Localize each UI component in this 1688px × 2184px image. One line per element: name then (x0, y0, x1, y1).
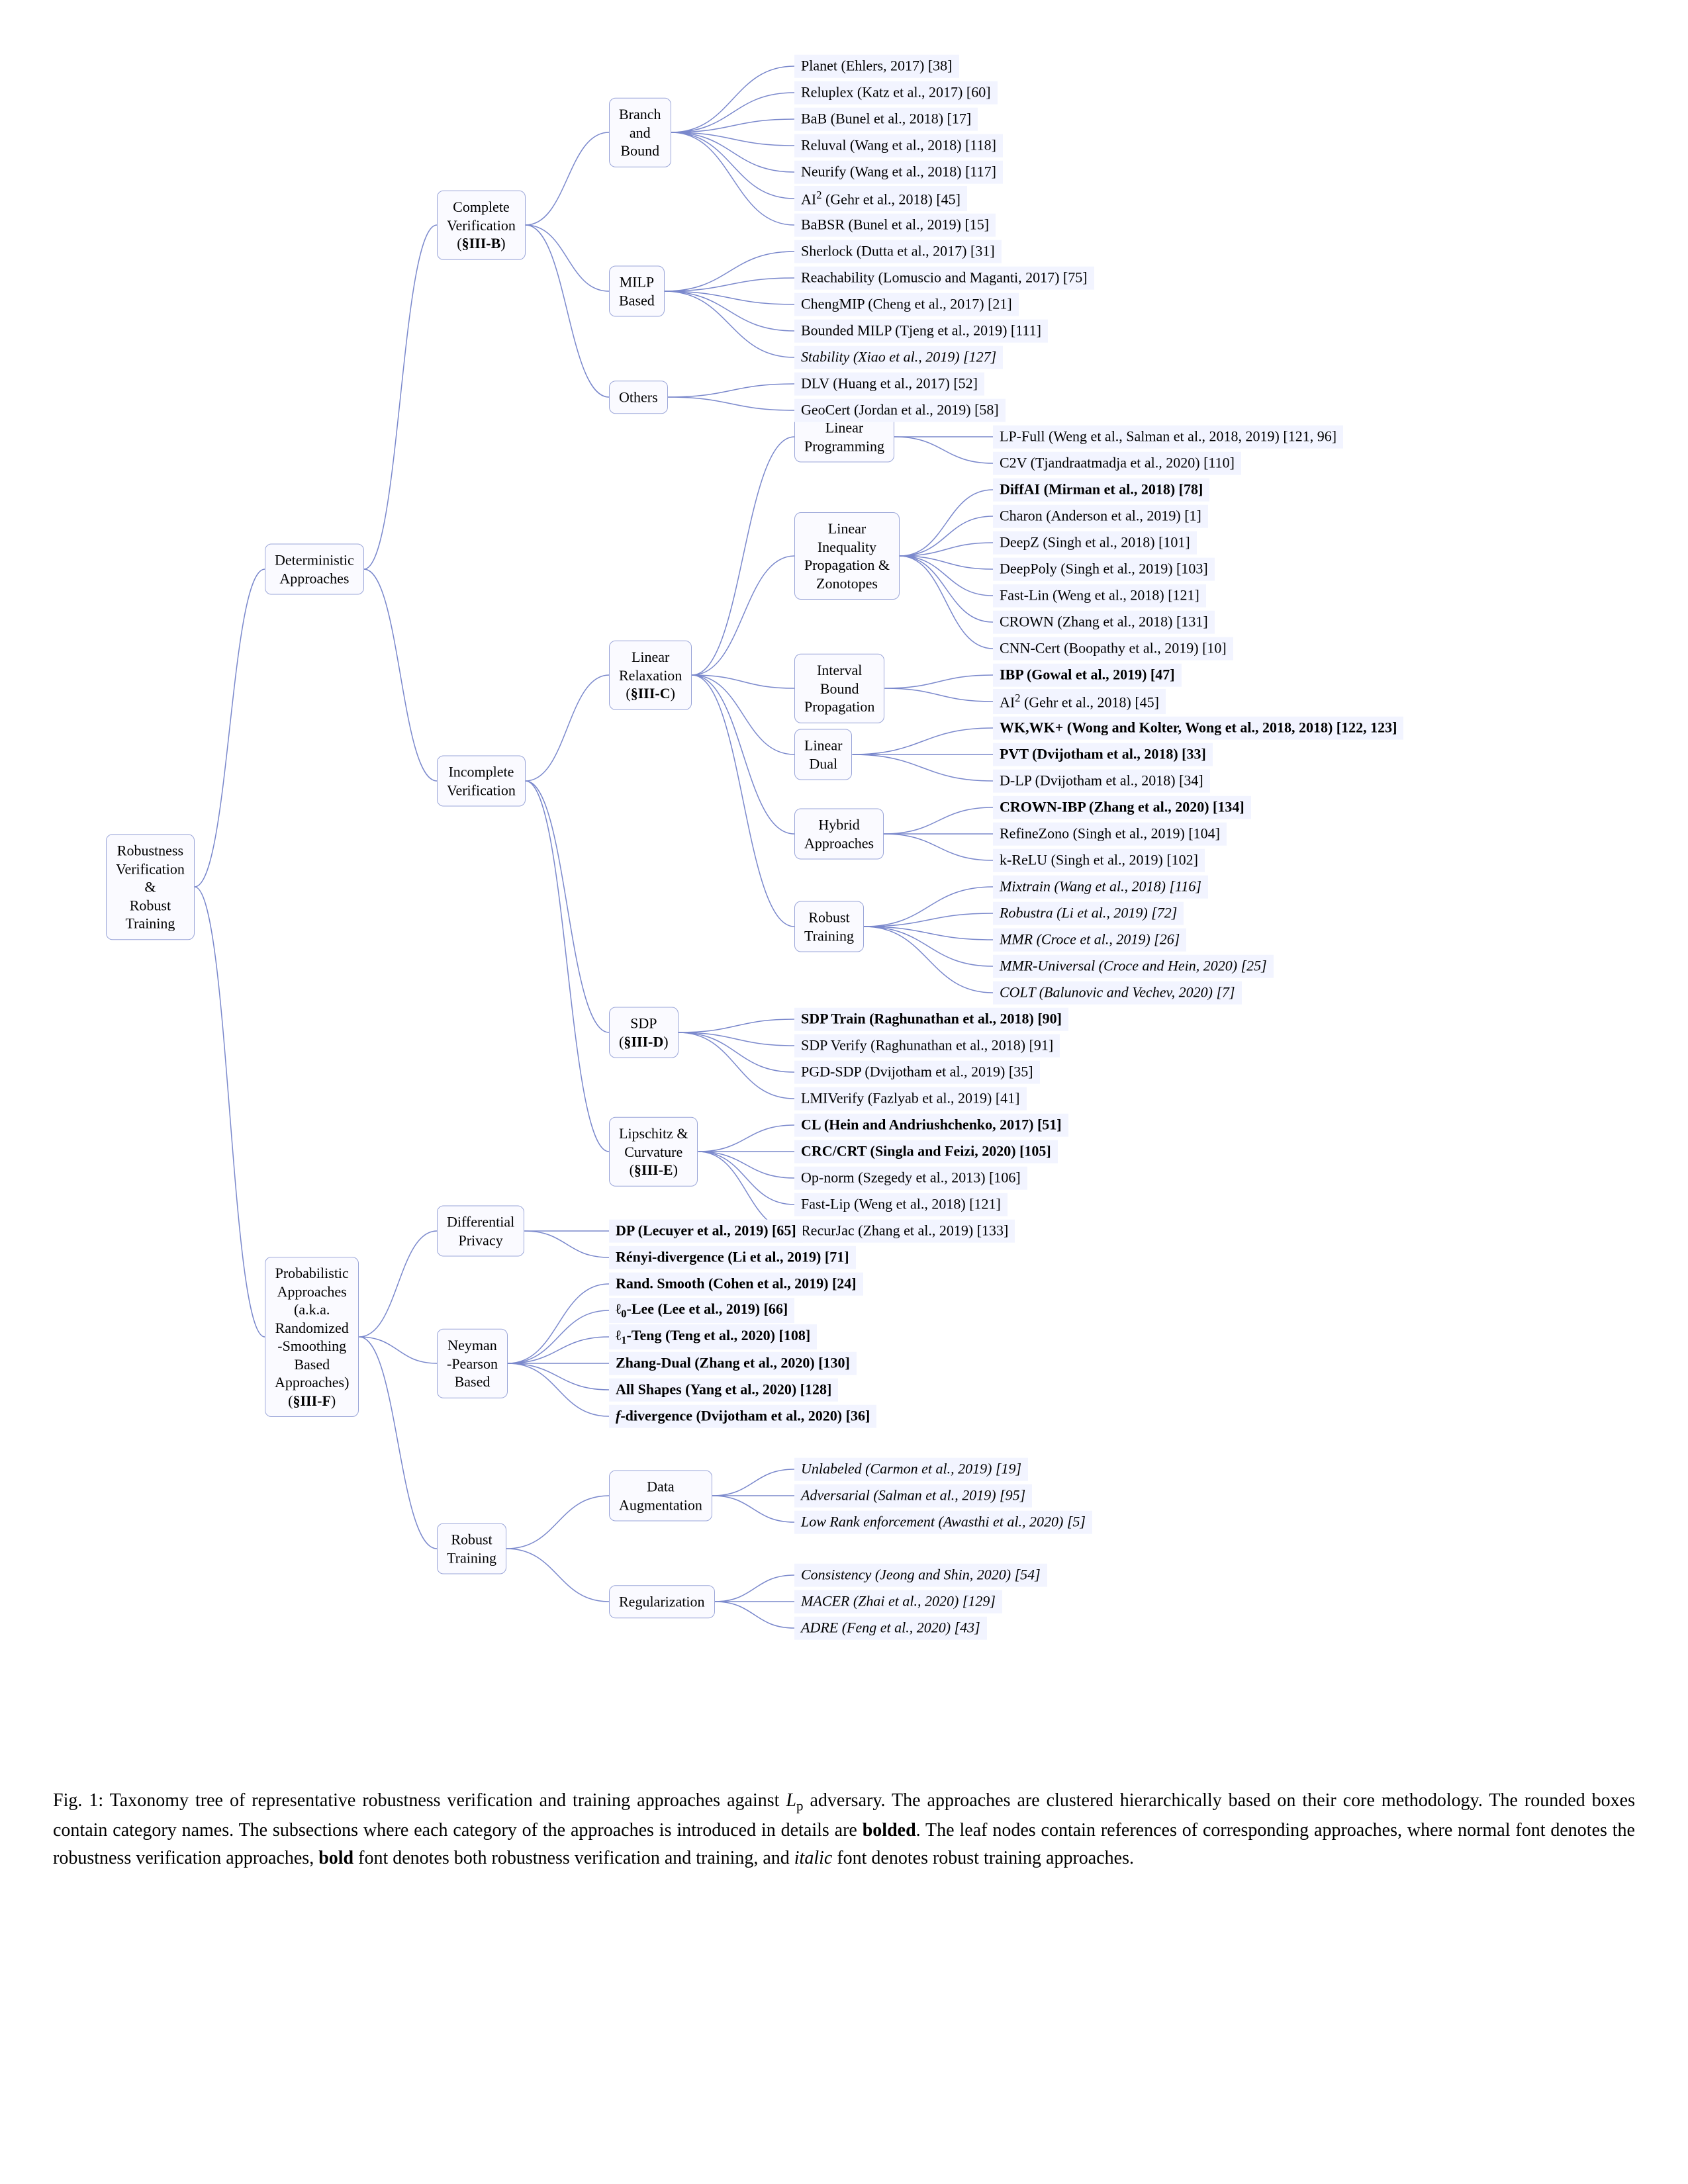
leaf-reference: RefineZono (Singh et al., 2019) [104] (993, 823, 1227, 846)
category-box: RobustTraining (794, 901, 864, 952)
leaf-reference: Fast-Lin (Weng et al., 2018) [121] (993, 584, 1206, 608)
category-box: RobustnessVerification&RobustTraining (106, 834, 195, 940)
leaf-reference: IBP (Gowal et al., 2019) [47] (993, 664, 1182, 687)
leaf-reference: Op-norm (Szegedy et al., 2013) [106] (794, 1167, 1027, 1190)
leaf-reference: MMR (Croce et al., 2019) [26] (993, 929, 1186, 952)
leaf-reference: ChengMIP (Cheng et al., 2017) [21] (794, 293, 1019, 316)
leaf-reference: DLV (Huang et al., 2017) [52] (794, 373, 984, 396)
leaf-reference: SDP Verify (Raghunathan et al., 2018) [9… (794, 1034, 1060, 1058)
leaf-reference: AI2 (Gehr et al., 2018) [45] (993, 689, 1166, 714)
leaf-reference: Low Rank enforcement (Awasthi et al., 20… (794, 1511, 1092, 1534)
category-box: BranchandBound (609, 98, 671, 167)
leaf-reference: COLT (Balunovic and Vechev, 2020) [7] (993, 981, 1242, 1005)
leaf-reference: MACER (Zhai et al., 2020) [129] (794, 1590, 1002, 1614)
leaf-reference: Zhang-Dual (Zhang et al., 2020) [130] (609, 1352, 857, 1375)
leaf-reference: Charon (Anderson et al., 2019) [1] (993, 505, 1208, 528)
category-box: HybridApproaches (794, 809, 884, 860)
leaf-reference: Fast-Lip (Weng et al., 2018) [121] (794, 1193, 1008, 1216)
category-box: DifferentialPrivacy (437, 1206, 524, 1257)
leaf-reference: LP-Full (Weng et al., Salman et al., 201… (993, 426, 1343, 449)
category-box: Others (609, 381, 668, 414)
leaf-reference: BaBSR (Bunel et al., 2019) [15] (794, 214, 996, 237)
leaf-reference: D-LP (Dvijotham et al., 2018) [34] (993, 770, 1210, 793)
leaf-reference: ℓ1-Teng (Teng et al., 2020) [108] (609, 1324, 817, 1349)
leaf-reference: CROWN-IBP (Zhang et al., 2020) [134] (993, 796, 1251, 819)
leaf-reference: ℓ0-Lee (Lee et al., 2019) [66] (609, 1298, 794, 1323)
leaf-reference: DeepZ (Singh et al., 2018) [101] (993, 531, 1197, 555)
category-box: MILPBased (609, 266, 665, 317)
leaf-reference: Rényi-divergence (Li et al., 2019) [71] (609, 1246, 856, 1269)
leaf-reference: MMR-Universal (Croce and Hein, 2020) [25… (993, 955, 1274, 978)
leaf-reference: Robustra (Li et al., 2019) [72] (993, 902, 1184, 925)
category-box: IncompleteVerification (437, 756, 526, 807)
leaf-reference: RecurJac (Zhang et al., 2019) [133] (794, 1220, 1015, 1243)
leaf-reference: Consistency (Jeong and Shin, 2020) [54] (794, 1564, 1047, 1587)
leaf-reference: ADRE (Feng et al., 2020) [43] (794, 1617, 987, 1640)
leaf-reference: CROWN (Zhang et al., 2018) [131] (993, 611, 1215, 634)
category-box: CompleteVerification(§III-B) (437, 191, 526, 260)
leaf-reference: Neurify (Wang et al., 2018) [117] (794, 161, 1003, 184)
leaf-reference: Reachability (Lomuscio and Maganti, 2017… (794, 267, 1094, 290)
leaf-reference: Stability (Xiao et al., 2019) [127] (794, 346, 1003, 369)
figure-caption: Fig. 1: Taxonomy tree of representative … (53, 1787, 1635, 1872)
leaf-reference: WK,WK+ (Wong and Kolter, Wong et al., 20… (993, 717, 1403, 740)
leaf-reference: DeepPoly (Singh et al., 2019) [103] (993, 558, 1215, 581)
category-box: ProbabilisticApproaches(a.k.a.Randomized… (265, 1257, 359, 1417)
leaf-reference: Unlabeled (Carmon et al., 2019) [19] (794, 1458, 1028, 1481)
category-box: LinearDual (794, 729, 852, 780)
category-box: Regularization (609, 1585, 715, 1618)
leaf-reference: PGD-SDP (Dvijotham et al., 2019) [35] (794, 1061, 1040, 1084)
category-box: LinearRelaxation(§III-C) (609, 641, 692, 710)
category-box: IntervalBoundPropagation (794, 654, 884, 723)
leaf-reference: All Shapes (Yang et al., 2020) [128] (609, 1379, 838, 1402)
leaf-reference: CNN-Cert (Boopathy et al., 2019) [10] (993, 637, 1233, 660)
leaf-reference: k-ReLU (Singh et al., 2019) [102] (993, 849, 1205, 872)
leaf-reference: Rand. Smooth (Cohen et al., 2019) [24] (609, 1273, 863, 1296)
leaf-reference: BaB (Bunel et al., 2018) [17] (794, 108, 978, 131)
leaf-reference: Adversarial (Salman et al., 2019) [95] (794, 1484, 1032, 1508)
leaf-reference: Planet (Ehlers, 2017) [38] (794, 55, 959, 78)
leaf-reference: LMIVerify (Fazlyab et al., 2019) [41] (794, 1087, 1027, 1111)
category-box: DataAugmentation (609, 1471, 712, 1522)
category-box: RobustTraining (437, 1524, 506, 1574)
leaf-reference: Mixtrain (Wang et al., 2018) [116] (993, 876, 1208, 899)
leaf-reference: Sherlock (Dutta et al., 2017) [31] (794, 240, 1002, 263)
leaf-reference: CL (Hein and Andriushchenko, 2017) [51] (794, 1114, 1068, 1137)
leaf-reference: C2V (Tjandraatmadja et al., 2020) [110] (993, 452, 1241, 475)
leaf-reference: CRC/CRT (Singla and Feizi, 2020) [105] (794, 1140, 1058, 1163)
leaf-reference: Bounded MILP (Tjeng et al., 2019) [111] (794, 320, 1048, 343)
leaf-reference: Reluval (Wang et al., 2018) [118] (794, 134, 1003, 158)
category-box: DeterministicApproaches (265, 544, 364, 595)
leaf-reference: DiffAI (Mirman et al., 2018) [78] (993, 478, 1209, 502)
leaf-reference: Reluplex (Katz et al., 2017) [60] (794, 81, 998, 105)
taxonomy-tree: RobustnessVerification&RobustTraining Det… (53, 40, 1635, 1760)
leaf-reference: f-divergence (Dvijotham et al., 2020) [3… (609, 1405, 876, 1428)
leaf-reference: PVT (Dvijotham et al., 2018) [33] (993, 743, 1213, 766)
category-box: Neyman-PearsonBased (437, 1329, 508, 1398)
leaf-reference: SDP Train (Raghunathan et al., 2018) [90… (794, 1008, 1068, 1031)
leaf-reference: AI2 (Gehr et al., 2018) [45] (794, 186, 967, 211)
category-box: SDP(§III-D) (609, 1007, 679, 1058)
leaf-reference: GeoCert (Jordan et al., 2019) [58] (794, 399, 1006, 422)
leaf-reference: DP (Lecuyer et al., 2019) [65] (609, 1220, 803, 1243)
category-box: LinearInequalityPropagation &Zonotopes (794, 512, 900, 600)
category-box: Lipschitz &Curvature(§III-E) (609, 1117, 698, 1187)
